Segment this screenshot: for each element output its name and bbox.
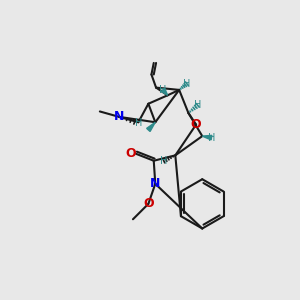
Text: N: N xyxy=(150,177,160,190)
Polygon shape xyxy=(147,122,155,131)
Text: O: O xyxy=(125,147,136,160)
Text: H: H xyxy=(208,133,215,142)
Text: H: H xyxy=(135,118,142,128)
Text: H: H xyxy=(159,85,167,95)
Text: H: H xyxy=(183,79,190,89)
Polygon shape xyxy=(161,88,168,95)
Polygon shape xyxy=(202,135,212,140)
Text: O: O xyxy=(191,118,201,131)
Text: H: H xyxy=(160,156,167,166)
Text: H: H xyxy=(194,100,201,110)
Text: O: O xyxy=(143,197,154,210)
Text: N: N xyxy=(114,110,124,123)
